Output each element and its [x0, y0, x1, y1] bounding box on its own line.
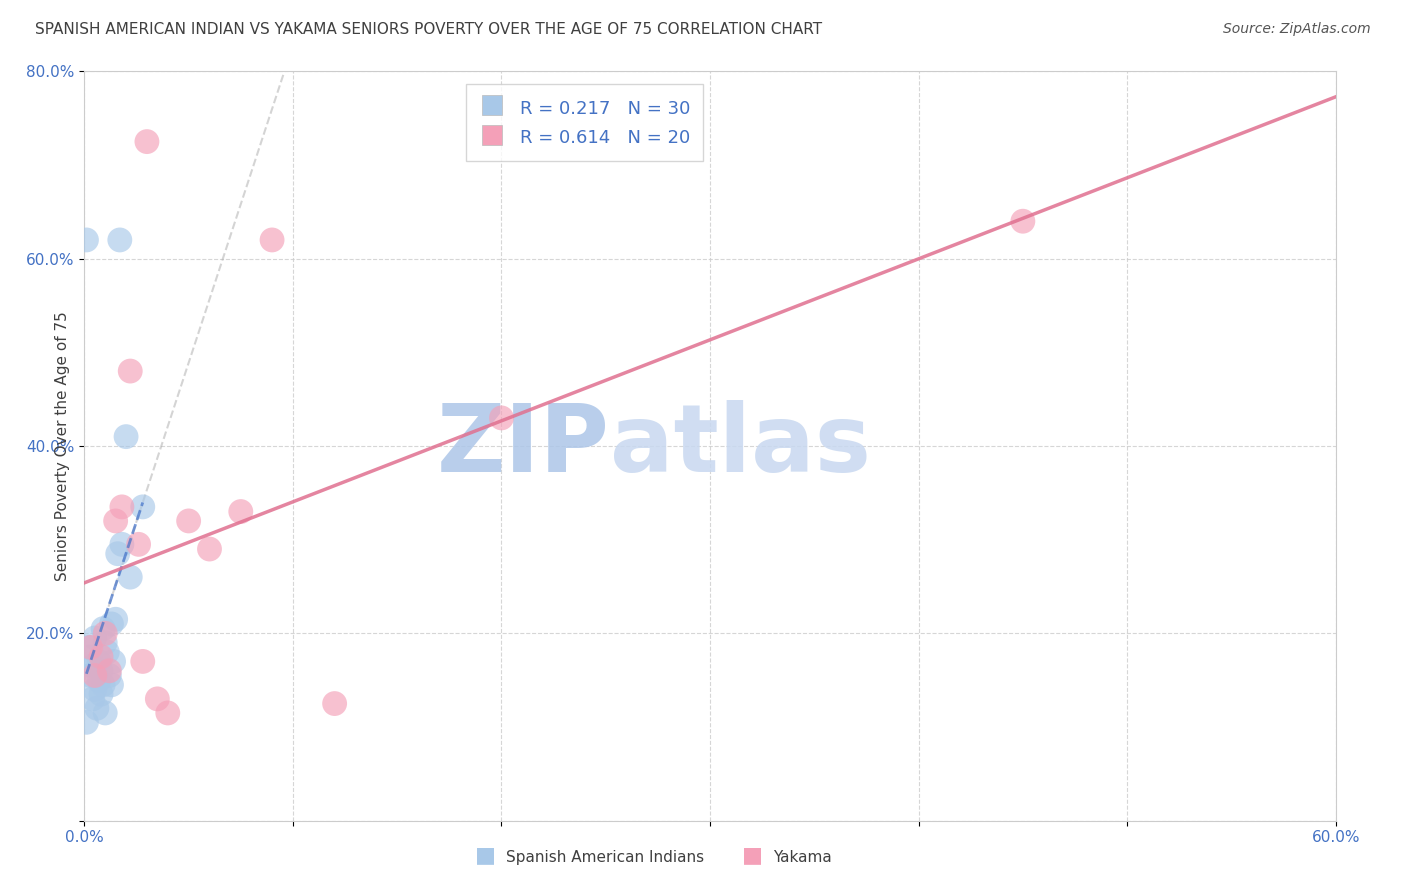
Point: [128, 537, 150, 551]
Point: [79, 640, 101, 655]
Point: [120, 570, 142, 584]
Point: [82, 659, 104, 673]
Point: [98, 664, 121, 678]
Point: [111, 537, 134, 551]
Text: ■: ■: [742, 846, 762, 865]
Point: [94, 706, 117, 720]
Point: [156, 706, 179, 720]
Point: [75, 233, 97, 247]
Point: [107, 547, 129, 561]
Point: [90, 687, 112, 701]
Point: [82, 692, 104, 706]
Point: [83, 631, 105, 645]
Point: [1012, 214, 1035, 228]
Point: [90, 649, 112, 664]
Point: [111, 500, 134, 514]
Text: Spanish American Indians: Spanish American Indians: [506, 850, 704, 865]
Point: [94, 635, 117, 649]
Point: [136, 135, 159, 149]
Point: [91, 622, 114, 636]
Point: [98, 668, 121, 682]
Text: ZIP: ZIP: [437, 400, 610, 492]
Point: [104, 514, 127, 528]
Point: [86, 701, 108, 715]
Point: [132, 500, 155, 514]
Point: [87, 673, 110, 688]
Point: [198, 542, 221, 557]
Point: [177, 514, 200, 528]
Text: Yakama: Yakama: [773, 850, 832, 865]
Text: Source: ZipAtlas.com: Source: ZipAtlas.com: [1223, 22, 1371, 37]
Text: atlas: atlas: [610, 400, 870, 492]
Legend: R = 0.217   N = 30, R = 0.614   N = 20: R = 0.217 N = 30, R = 0.614 N = 20: [467, 84, 703, 161]
Point: [83, 682, 105, 697]
Point: [87, 655, 110, 669]
Point: [323, 697, 346, 711]
Point: [77, 640, 100, 655]
Point: [90, 664, 112, 678]
Point: [79, 649, 101, 664]
Point: [120, 364, 142, 378]
Point: [229, 505, 252, 519]
Point: [108, 233, 131, 247]
Point: [132, 655, 155, 669]
Point: [115, 430, 138, 444]
Point: [262, 233, 284, 247]
Point: [79, 668, 101, 682]
Point: [100, 617, 122, 632]
Text: SPANISH AMERICAN INDIAN VS YAKAMA SENIORS POVERTY OVER THE AGE OF 75 CORRELATION: SPANISH AMERICAN INDIAN VS YAKAMA SENIOR…: [35, 22, 823, 37]
Point: [83, 668, 105, 682]
Point: [491, 411, 513, 425]
Y-axis label: Seniors Poverty Over the Age of 75: Seniors Poverty Over the Age of 75: [55, 311, 70, 581]
Point: [104, 612, 127, 626]
Point: [146, 692, 169, 706]
Point: [75, 715, 97, 730]
Point: [91, 678, 114, 692]
Point: [103, 655, 125, 669]
Point: [96, 645, 118, 659]
Point: [100, 678, 122, 692]
Text: ■: ■: [475, 846, 495, 865]
Point: [94, 626, 117, 640]
